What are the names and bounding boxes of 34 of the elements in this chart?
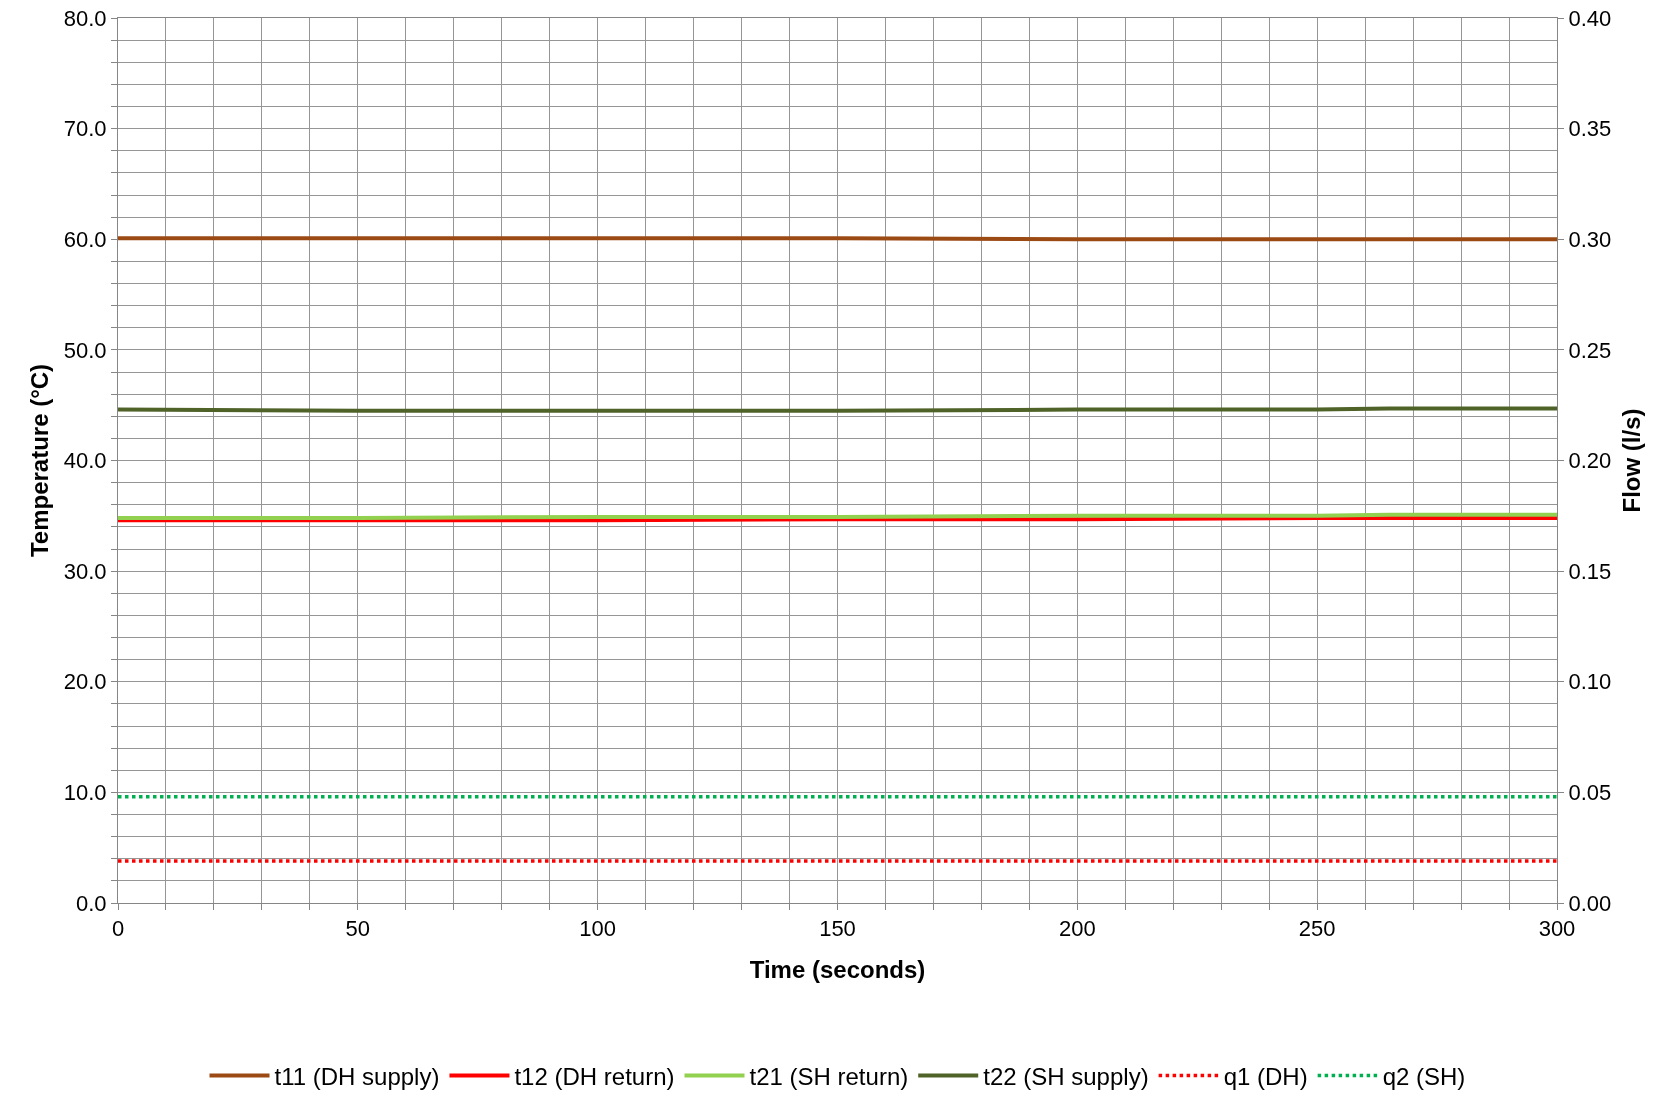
legend-label: q2 (SH) bbox=[1382, 1062, 1466, 1090]
y-tick-label: 60.0 bbox=[63, 226, 107, 252]
y2-tick-label: 0.05 bbox=[1568, 780, 1612, 806]
x-tick-label: 100 bbox=[579, 916, 617, 942]
y2-tick-label: 0.25 bbox=[1568, 337, 1612, 363]
y2-tick-label: 0.20 bbox=[1568, 448, 1612, 474]
y-tick-label: 10.0 bbox=[63, 780, 107, 806]
legend-label: q1 (DH) bbox=[1223, 1062, 1308, 1090]
y-tick-label: 20.0 bbox=[63, 669, 107, 695]
y-tick-label: 50.0 bbox=[63, 337, 107, 363]
y-tick-label: 40.0 bbox=[63, 448, 107, 474]
y2-tick-label: 0.15 bbox=[1568, 558, 1612, 584]
x-tick-label: 300 bbox=[1538, 916, 1576, 942]
y2-tick-label: 0.35 bbox=[1568, 116, 1612, 142]
x-tick-label: 50 bbox=[345, 916, 371, 942]
legend-label: t11 (DH supply) bbox=[274, 1062, 440, 1090]
y-tick-label: 0.0 bbox=[76, 890, 107, 916]
y2-axis-title: Flow (l/s) bbox=[1617, 408, 1645, 513]
x-axis-title: Time (seconds) bbox=[749, 955, 926, 983]
y-tick-label: 30.0 bbox=[63, 558, 107, 584]
x-tick-label: 250 bbox=[1298, 916, 1336, 942]
legend-label: t21 (SH return) bbox=[749, 1062, 909, 1090]
y-axis-title: Temperature (°C) bbox=[25, 363, 53, 558]
x-tick-label: 150 bbox=[819, 916, 856, 942]
legend-label: t22 (SH supply) bbox=[983, 1062, 1149, 1090]
y-tick-label: 70.0 bbox=[63, 116, 107, 142]
x-tick-label: 200 bbox=[1058, 916, 1096, 942]
y2-tick-label: 0.40 bbox=[1568, 5, 1612, 31]
y2-tick-label: 0.00 bbox=[1568, 890, 1612, 916]
x-tick-label: 0 bbox=[111, 916, 125, 942]
y2-tick-label: 0.10 bbox=[1568, 669, 1612, 695]
y-tick-label: 80.0 bbox=[63, 5, 107, 31]
legend-label: t12 (DH return) bbox=[514, 1062, 675, 1090]
y2-tick-label: 0.30 bbox=[1568, 226, 1612, 252]
